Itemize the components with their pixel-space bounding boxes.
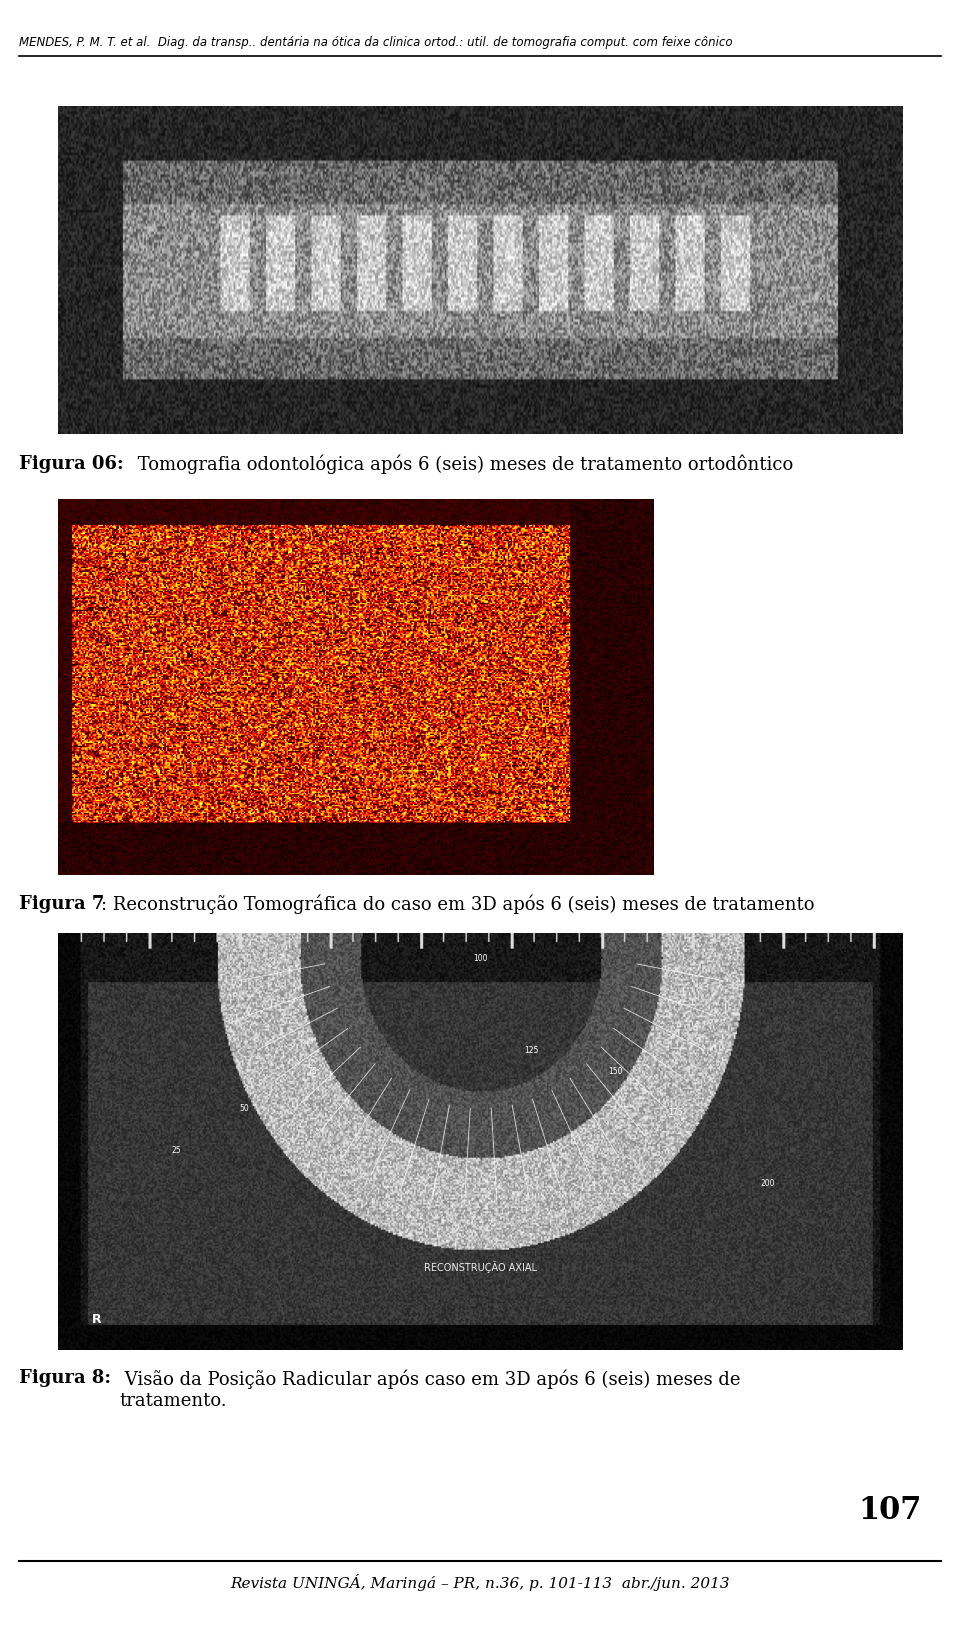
Text: 200: 200 xyxy=(760,1180,776,1188)
Text: 100: 100 xyxy=(473,954,488,964)
Text: Figura 7: Figura 7 xyxy=(19,895,105,913)
Text: Tomografia odontológica após 6 (seis) meses de tratamento ortodôntico: Tomografia odontológica após 6 (seis) me… xyxy=(132,455,794,474)
Text: 25: 25 xyxy=(172,1145,181,1155)
Text: Figura 8:: Figura 8: xyxy=(19,1369,111,1387)
Text: Revista UNINGÁ, Maringá – PR, n.36, p. 101-113  abr./jun. 2013: Revista UNINGÁ, Maringá – PR, n.36, p. 1… xyxy=(230,1574,730,1590)
Text: 125: 125 xyxy=(524,1045,539,1055)
Text: MENDES, P. M. T. et al.  Diag. da transp.. dentária na ótica da clinica ortod.: : MENDES, P. M. T. et al. Diag. da transp.… xyxy=(19,36,732,49)
Text: 75: 75 xyxy=(307,1067,317,1075)
Text: RECONSTRUÇÃO AXIAL: RECONSTRUÇÃO AXIAL xyxy=(424,1261,538,1273)
Text: : Reconstrução Tomográfica do caso em 3D após 6 (seis) meses de tratamento: : Reconstrução Tomográfica do caso em 3D… xyxy=(101,895,814,915)
Text: Visão da Posição Radicular após caso em 3D após 6 (seis) meses de
tratamento.: Visão da Posição Radicular após caso em … xyxy=(119,1369,740,1410)
Text: 150: 150 xyxy=(609,1067,623,1075)
Text: 175: 175 xyxy=(668,1108,683,1117)
Text: R: R xyxy=(92,1314,102,1327)
Text: 50: 50 xyxy=(239,1104,249,1112)
Text: 107: 107 xyxy=(858,1495,922,1526)
Text: Figura 06:: Figura 06: xyxy=(19,455,124,473)
